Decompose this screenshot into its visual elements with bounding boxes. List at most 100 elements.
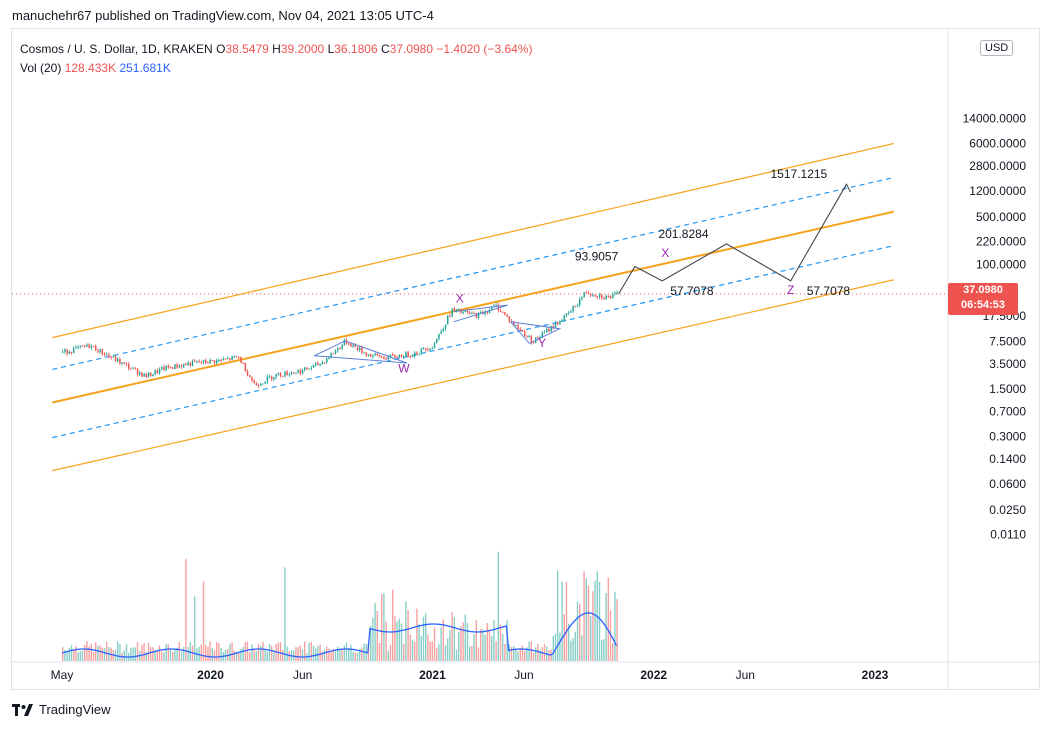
volume-bar [295,647,297,661]
volume-bar [66,652,68,661]
legend-high-value: 39.2000 [280,42,325,56]
legend-symbol[interactable]: Cosmos / U. S. Dollar, 1D, KRAKEN [20,42,213,56]
candle-body [361,347,363,353]
candle-body [587,292,590,294]
volume-bar [240,648,242,661]
triangle-y [510,321,562,345]
volume-bar [299,645,301,661]
legend-ohlc-row: Cosmos / U. S. Dollar, 1D, KRAKEN O38.54… [20,40,532,59]
candle-body [616,292,618,294]
projection-label: 201.8284 [658,227,708,241]
candle-body [134,367,137,369]
volume-bar [409,634,411,661]
volume-bar [541,647,543,661]
candle-body [108,354,110,357]
volume-bar [484,634,486,661]
tradingview-logo-icon [12,703,33,716]
candle-body [416,352,418,355]
candle-body [422,347,425,349]
candle-body [508,316,511,322]
candle-body [178,365,181,368]
candle-body [235,356,238,358]
volume-bar [154,650,156,661]
volume-bar [86,641,88,661]
volume-bar [255,651,257,661]
candle-body [539,337,541,339]
volume-bar [475,620,477,661]
candle-body [530,335,533,343]
currency-button[interactable]: USD [980,40,1014,56]
volume-bar [330,651,332,661]
volume-bar [554,633,557,661]
candle-body [607,295,610,297]
legend-volume-label[interactable]: Vol (20) [20,61,62,75]
candle-body [158,368,161,373]
candle-body [444,324,447,330]
volume-bar [557,570,559,661]
candle-body [293,372,295,374]
candle-body [99,348,101,353]
volume-bar [411,639,414,661]
tradingview-brand[interactable]: TradingView [12,702,111,717]
candle-body [598,294,601,298]
candle-body [337,347,339,351]
volume-bar [246,641,249,661]
volume-bar [447,638,449,661]
volume-bar [598,581,601,661]
candle-body [189,362,192,366]
candle-body [330,353,332,358]
volume-bar [609,610,612,661]
candle-body [370,354,372,357]
candle-body [227,358,229,360]
candle-body [310,367,313,369]
volume-bar [284,567,286,661]
volume-bar [64,650,66,661]
channel-upper-line [52,142,894,339]
volume-bar [130,647,132,661]
candle-body [359,347,361,351]
volume-bar [266,651,268,661]
volume-bar [257,643,260,661]
volume-bar [414,641,416,661]
volume-bar [328,648,330,661]
candle-body [180,365,183,367]
candle-body [420,348,423,354]
candle-body [601,294,603,298]
candle-body [464,310,467,313]
candle-body [77,346,79,348]
candle-body [350,343,352,347]
candle-body [574,306,577,308]
legend-low-value: 36.1806 [334,42,378,56]
candle-body [147,372,150,377]
volume-bar [143,643,145,661]
volume-bar [180,651,183,661]
volume-bar [242,647,244,661]
candle-body [222,358,225,361]
volume-bar [548,650,550,661]
volume-bar [517,651,519,661]
wave-label: Z [787,283,794,297]
channel-lower-line [52,279,894,472]
candle-body [249,375,251,378]
volume-bar [460,626,462,661]
candle-body [504,312,506,315]
candle-body [477,312,480,318]
volume-bar [482,629,484,661]
candle-body [211,359,214,361]
volume-bar [495,641,497,661]
candle-body [568,312,570,314]
candle-body [570,311,572,313]
candle-body [79,345,82,347]
volume-bar [323,649,326,661]
candle-body [242,362,244,364]
candle-body [125,363,128,365]
volume-bar [147,643,150,661]
candle-body [150,372,152,377]
legend-volume-row: Vol (20) 128.433K 251.681K [20,59,532,78]
candle-body [455,309,458,311]
candle-body [398,354,401,358]
volume-bar [238,652,240,661]
volume-bar [134,647,136,661]
candle-body [392,354,394,356]
